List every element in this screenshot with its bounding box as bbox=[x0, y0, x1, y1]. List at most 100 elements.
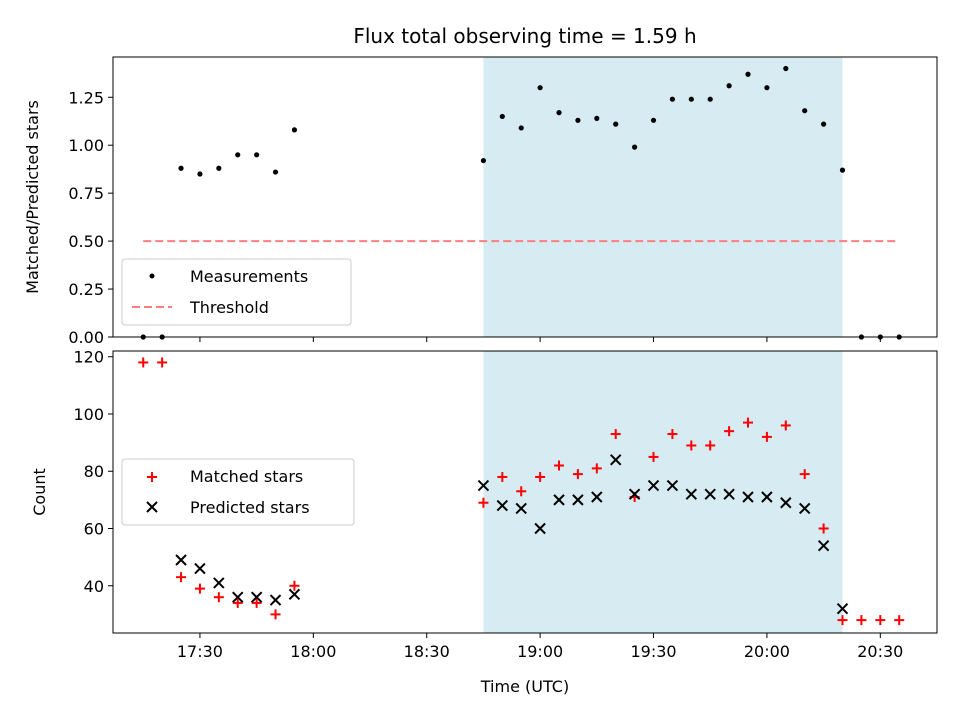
matched-star-point bbox=[478, 497, 489, 508]
measurement-point bbox=[518, 125, 524, 131]
matched-star-point bbox=[516, 486, 527, 497]
legend-matched-label: Matched stars bbox=[190, 467, 303, 486]
matched-star-point bbox=[761, 431, 772, 442]
measurement-point bbox=[556, 110, 562, 116]
predicted-star-point bbox=[685, 488, 698, 500]
measurement-point bbox=[197, 171, 203, 177]
predicted-star-point bbox=[780, 497, 792, 509]
matched-star-point bbox=[648, 451, 659, 462]
predicted-star-point bbox=[742, 491, 754, 503]
matched-star-point bbox=[799, 469, 810, 480]
measurement-point bbox=[235, 152, 241, 158]
matched-star-point bbox=[176, 572, 187, 583]
x-axis-label: Time (UTC) bbox=[480, 677, 569, 696]
matched-star-point bbox=[251, 597, 262, 608]
predicted-star-point bbox=[666, 479, 679, 492]
predicted-star-point bbox=[610, 454, 622, 466]
measurement-point bbox=[178, 165, 184, 171]
measurement-point bbox=[499, 113, 505, 120]
predicted-star-point bbox=[723, 488, 735, 500]
matched-star-point bbox=[780, 420, 791, 431]
legend-threshold-label: Threshold bbox=[189, 298, 269, 317]
matched-star-point bbox=[157, 357, 168, 368]
predicted-star-point bbox=[269, 594, 282, 606]
measurement-point bbox=[272, 169, 279, 175]
predicted-star-point bbox=[704, 488, 716, 500]
matched-star-point bbox=[554, 460, 565, 471]
matched-star-point bbox=[856, 615, 867, 626]
matched-star-point bbox=[572, 469, 583, 480]
predicted-star-point bbox=[515, 502, 527, 515]
bottom-legend: Matched stars Predicted stars bbox=[121, 458, 355, 526]
measurement-point bbox=[480, 157, 487, 164]
legend-predicted-label: Predicted stars bbox=[190, 498, 310, 517]
top-y-tick-label: 0.25 bbox=[68, 280, 104, 299]
bottom-y-tick-label: 120 bbox=[73, 348, 104, 367]
bottom-y-tick-label: 60 bbox=[84, 520, 104, 539]
predicted-star-point bbox=[572, 494, 584, 506]
measurement-point bbox=[632, 144, 638, 150]
predicted-star-point bbox=[817, 539, 830, 552]
measurement-point bbox=[594, 115, 600, 121]
predicted-star-point bbox=[534, 522, 546, 535]
legend-matched-marker bbox=[147, 472, 157, 482]
measurement-point bbox=[291, 127, 298, 133]
matched-star-point bbox=[610, 429, 621, 440]
legend-measurements-label: Measurements bbox=[190, 267, 308, 286]
bottom-y-tick-label: 40 bbox=[84, 577, 104, 596]
x-tick-label: 18:00 bbox=[290, 642, 336, 661]
measurement-point bbox=[537, 85, 543, 91]
measurement-point bbox=[688, 96, 694, 102]
matched-star-point bbox=[497, 471, 508, 482]
bottom-legend-box bbox=[121, 458, 355, 526]
matched-star-point bbox=[194, 583, 205, 594]
matched-star-point bbox=[289, 580, 300, 591]
matched-star-point bbox=[591, 463, 602, 474]
matched-star-point bbox=[818, 523, 829, 534]
top-y-tick-label: 0.50 bbox=[68, 232, 104, 251]
x-tick-label: 20:30 bbox=[857, 642, 903, 661]
top-y-tick-label: 1.00 bbox=[68, 136, 104, 155]
top-y-tick-label: 1.25 bbox=[68, 88, 104, 107]
bottom-y-tick-label: 80 bbox=[84, 462, 104, 481]
measurement-point bbox=[613, 121, 619, 127]
matched-star-point bbox=[535, 471, 546, 482]
predicted-star-point bbox=[194, 562, 206, 575]
bottom-panel: 17:30 18:00 18:30 19:00 19:30 20:00 20:30 40 60 8… bbox=[30, 348, 938, 696]
measurement-point bbox=[669, 96, 676, 102]
predicted-star-point bbox=[288, 588, 301, 601]
top-highlight-span bbox=[483, 57, 843, 337]
measurement-point bbox=[726, 83, 732, 89]
top-legend: Measurements Threshold bbox=[121, 258, 352, 326]
matched-star-point bbox=[875, 615, 886, 626]
predicted-star-point bbox=[798, 502, 811, 515]
predicted-star-point bbox=[175, 554, 187, 566]
top-y-axis-label: Matched/Predicted stars bbox=[23, 100, 42, 294]
measurement-point bbox=[783, 65, 789, 72]
top-y-tick-label: 0.00 bbox=[68, 328, 104, 347]
x-tick-label: 19:30 bbox=[630, 642, 676, 661]
predicted-star-point bbox=[250, 591, 263, 603]
measurement-point bbox=[707, 96, 713, 102]
measurement-point bbox=[745, 71, 751, 77]
bottom-y-tick-label: 100 bbox=[73, 405, 104, 424]
predicted-star-point bbox=[761, 491, 773, 503]
matched-star-point bbox=[213, 592, 224, 603]
measurement-point bbox=[821, 121, 827, 127]
bottom-y-axis-label: Count bbox=[30, 468, 49, 516]
measurement-point bbox=[802, 108, 808, 114]
measurement-point bbox=[575, 117, 581, 123]
x-tick-label: 18:30 bbox=[404, 642, 450, 661]
matched-star-point bbox=[270, 609, 281, 620]
predicted-star-point bbox=[628, 488, 641, 500]
matched-star-point bbox=[743, 417, 754, 428]
predicted-star-point bbox=[647, 479, 660, 492]
measurement-point bbox=[254, 152, 260, 158]
matched-star-point bbox=[724, 426, 735, 437]
bottom-highlight-span bbox=[483, 351, 843, 633]
predicted-star-point bbox=[213, 577, 225, 589]
top-plot-frame bbox=[112, 56, 938, 338]
predicted-star-point bbox=[477, 479, 490, 492]
measurement-point bbox=[650, 117, 657, 123]
